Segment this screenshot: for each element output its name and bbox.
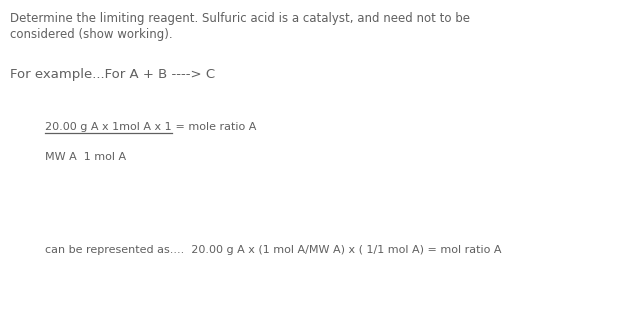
Text: For example...For A + B ----> C: For example...For A + B ----> C bbox=[10, 68, 215, 81]
Text: MW A  1 mol A: MW A 1 mol A bbox=[45, 152, 126, 162]
Text: 20.00 g A x 1mol A x 1: 20.00 g A x 1mol A x 1 bbox=[45, 122, 172, 132]
Text: = mole ratio A: = mole ratio A bbox=[172, 122, 256, 132]
Text: Determine the limiting reagent. Sulfuric acid is a catalyst, and need not to be: Determine the limiting reagent. Sulfuric… bbox=[10, 12, 470, 25]
Text: can be represented as....  20.00 g A x (1 mol A/MW A) x ( 1/1 mol A) = mol ratio: can be represented as.... 20.00 g A x (1… bbox=[45, 245, 502, 255]
Text: considered (show working).: considered (show working). bbox=[10, 28, 173, 41]
